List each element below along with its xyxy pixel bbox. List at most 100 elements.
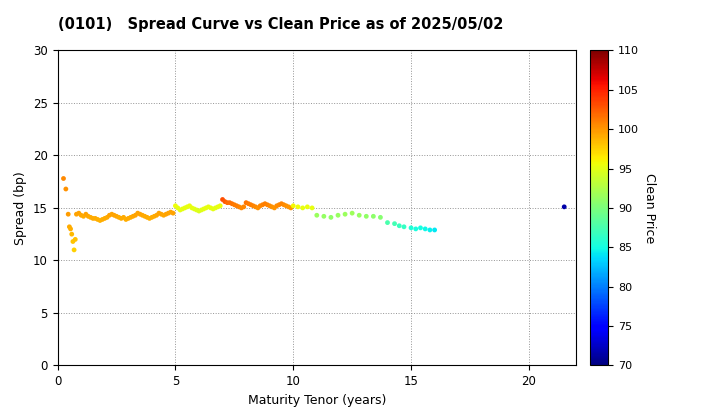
Point [141,214,153,221]
Point [146,214,158,221]
Point [278,201,289,208]
Point [224,199,235,206]
Point [280,202,292,209]
Point [217,196,228,203]
Point [181,204,193,210]
Point [222,199,233,206]
Point [58,175,69,182]
Point [122,215,134,222]
Point [332,212,343,218]
Point [394,223,405,229]
Point [205,205,217,211]
Text: (0101)   Spread Curve vs Clean Price as of 2025/05/02: (0101) Spread Curve vs Clean Price as of… [58,17,503,32]
Point [346,210,358,217]
Point [63,223,75,230]
Point [382,219,393,226]
Point [198,205,210,212]
Point [172,205,184,211]
Point [130,212,141,218]
Point [106,211,117,218]
Point [85,214,96,221]
Point [276,200,287,207]
Point [292,204,304,210]
Point [257,201,269,208]
Point [285,205,297,211]
Y-axis label: Clean Price: Clean Price [643,173,656,243]
Point [66,231,78,238]
Point [186,205,198,211]
Point [266,204,278,210]
Point [318,213,330,220]
Point [339,211,351,218]
Point [210,205,221,211]
Point [207,205,219,212]
Point [189,205,200,212]
Point [226,200,238,207]
Point [228,201,240,208]
Point [252,205,264,211]
Point [70,236,81,243]
Point [163,210,174,217]
Point [254,202,266,209]
Point [325,214,337,221]
Point [170,202,181,209]
Point [306,205,318,211]
Point [264,202,276,209]
Point [261,201,273,208]
Point [389,220,400,227]
Point [99,215,110,222]
Point [111,213,122,220]
Point [240,199,252,206]
X-axis label: Maturity Tenor (years): Maturity Tenor (years) [248,394,386,407]
Point [165,209,176,215]
Point [420,226,431,232]
Point [215,202,226,209]
Point [245,201,256,208]
Point [104,212,115,218]
Point [87,215,99,222]
Point [193,208,204,214]
Point [167,210,179,217]
Point [156,211,167,218]
Y-axis label: Spread (bp): Spread (bp) [14,171,27,245]
Point [161,211,172,218]
Point [115,215,127,222]
Point [235,205,247,211]
Point [238,204,250,210]
Point [243,200,254,207]
Point [196,207,207,213]
Point [153,210,165,217]
Point [429,226,441,233]
Point [150,212,162,218]
Point [76,212,87,218]
Point [271,202,282,209]
Point [200,205,212,211]
Point [368,213,379,220]
Point [212,204,224,210]
Point [283,204,294,210]
Point [109,212,120,218]
Point [374,214,386,221]
Point [135,211,146,218]
Point [60,186,71,192]
Point [113,214,125,221]
Point [148,213,160,220]
Point [297,205,308,211]
Point [287,202,299,209]
Point [191,207,202,213]
Point [559,204,570,210]
Point [410,226,421,232]
Point [202,204,214,210]
Point [96,216,108,223]
Point [80,211,91,218]
Point [219,198,230,205]
Point [415,224,426,231]
Point [139,213,150,220]
Point [174,207,186,213]
Point [250,204,261,210]
Point [179,205,191,211]
Point [127,213,139,220]
Point [302,204,313,210]
Point [269,205,280,211]
Point [158,212,169,218]
